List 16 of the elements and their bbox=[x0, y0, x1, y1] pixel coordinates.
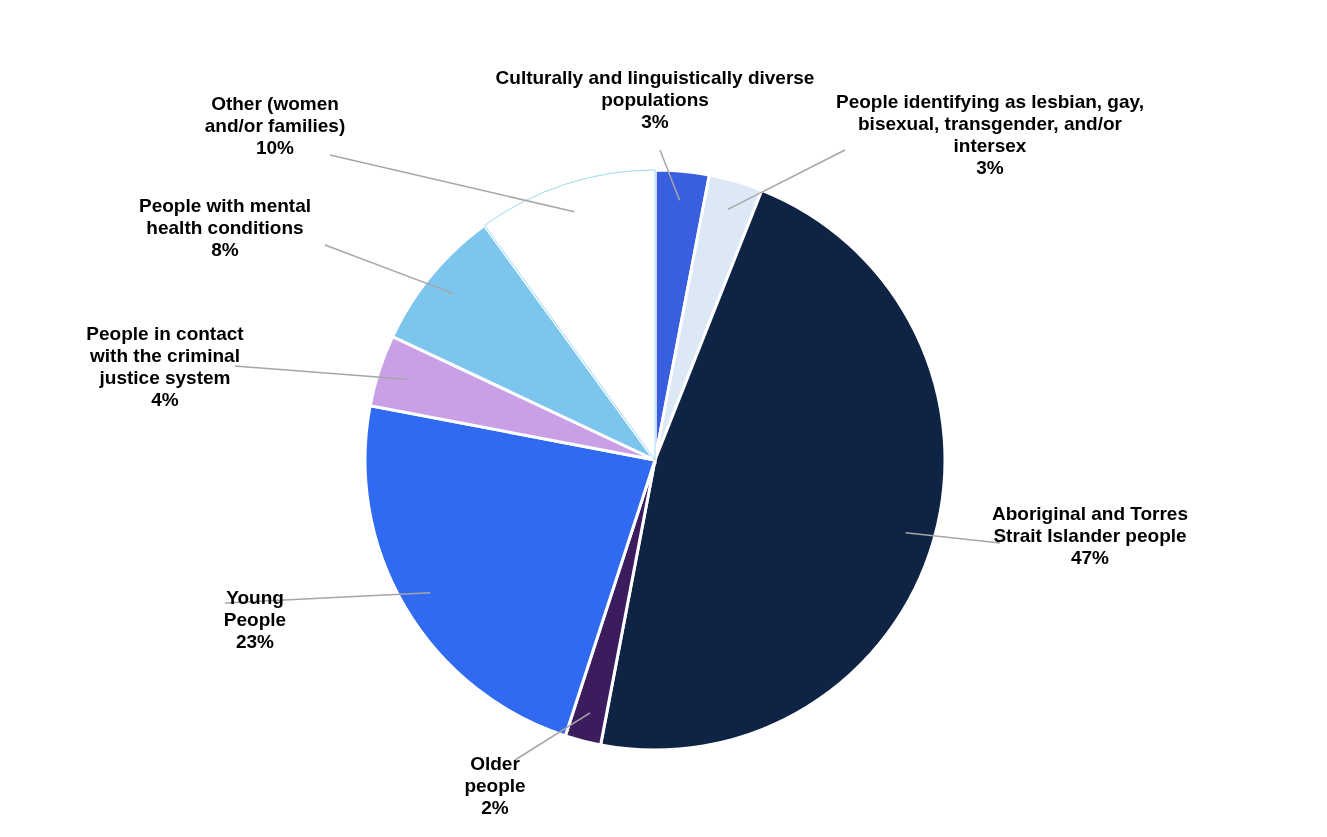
slice-label: People in contact with the criminal justice system bbox=[86, 323, 245, 388]
slice-label: Young People bbox=[223, 587, 287, 630]
data-label: 8% bbox=[211, 239, 239, 260]
slice-label: Culturally and linguistically diverse populations bbox=[495, 67, 815, 110]
data-label: 4% bbox=[151, 389, 179, 410]
slice-label: Other (women and/or families) bbox=[204, 93, 346, 136]
data-label: 3% bbox=[976, 157, 1004, 178]
data-label: 10% bbox=[255, 137, 295, 158]
data-label: 2% bbox=[481, 797, 509, 818]
data-label: 47% bbox=[1070, 547, 1110, 568]
slice-label: Aboriginal and Torres Strait Islander people bbox=[991, 503, 1189, 546]
data-label: 23% bbox=[235, 631, 275, 652]
slice-label: People identifying as lesbian, gay, bisexual, transgender, and/or intersex bbox=[836, 91, 1144, 156]
data-label: 3% bbox=[641, 111, 669, 132]
slice-label: People with mental health conditions bbox=[138, 195, 312, 238]
slice-label: Older people bbox=[464, 753, 526, 796]
